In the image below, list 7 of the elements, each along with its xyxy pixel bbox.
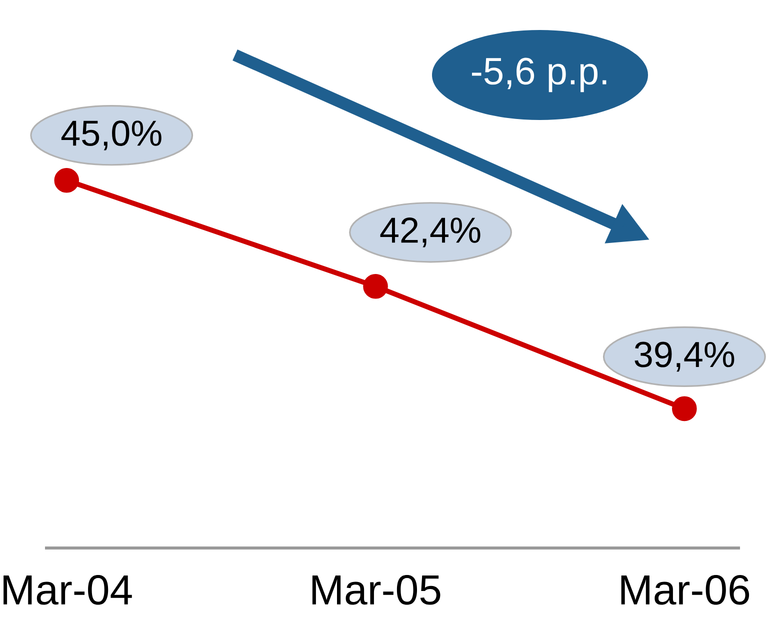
data-label: 42,4% bbox=[380, 217, 480, 248]
text: -5,6 p.p. bbox=[472, 58, 606, 92]
x-tick-label: Mar-04 bbox=[4, 575, 132, 605]
x-tick-label: Mar-05 bbox=[312, 575, 440, 605]
x-tick-label: Mar-06 bbox=[621, 575, 750, 605]
data-label: 45,0% bbox=[61, 120, 162, 150]
data-label: 39,4% bbox=[634, 342, 734, 372]
